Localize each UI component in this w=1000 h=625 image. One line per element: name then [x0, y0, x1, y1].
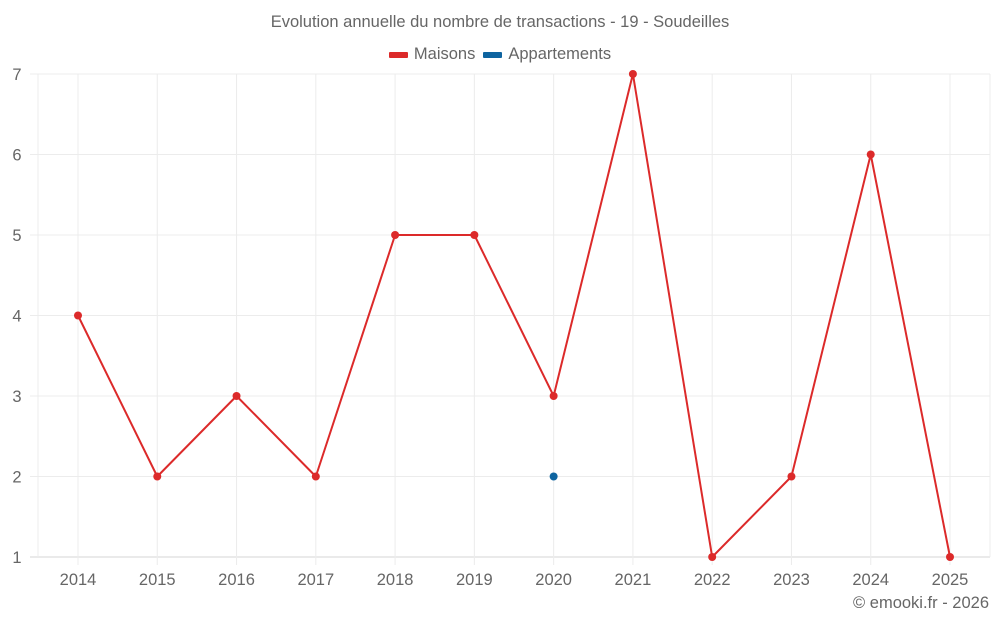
y-tick-label: 6 [12, 147, 21, 165]
x-tick-label: 2023 [773, 571, 810, 589]
data-point-maisons [74, 311, 82, 320]
y-tick-label: 4 [12, 308, 21, 326]
x-tick-label: 2024 [852, 571, 889, 589]
y-tick-label: 5 [12, 227, 21, 245]
x-tick-label: 2025 [932, 571, 969, 589]
data-point-maisons [470, 231, 479, 239]
legend-swatch-maisons [388, 51, 408, 58]
y-tick-label: 2 [12, 469, 21, 487]
legend-swatch-appartements [483, 51, 503, 58]
series-line-maisons [77, 73, 951, 558]
data-point-maisons [628, 70, 637, 78]
chart-legend: Maisons Appartements [0, 45, 1000, 64]
data-point-maisons [708, 553, 717, 561]
data-point-appartements [549, 472, 558, 481]
x-tick-label: 2015 [139, 571, 176, 589]
y-tick-label: 1 [12, 549, 21, 567]
legend-label-maisons: Maisons [413, 45, 476, 63]
data-point-maisons [787, 472, 796, 481]
x-tick-label: 2019 [456, 571, 493, 589]
legend-item-appartements[interactable]: Appartements [483, 45, 611, 64]
x-tick-label: 2020 [535, 571, 572, 589]
x-tick-label: 2021 [615, 571, 652, 589]
credit-text: © emooki.fr - 2026 [853, 594, 989, 612]
data-point-maisons [391, 231, 400, 239]
data-point-maisons [549, 392, 558, 400]
data-point-maisons [866, 150, 875, 159]
x-tick-label: 2022 [694, 571, 731, 589]
x-tick-label: 2014 [60, 571, 97, 589]
legend-item-maisons[interactable]: Maisons [388, 45, 476, 64]
chart-title: Evolution annuelle du nombre de transact… [270, 13, 730, 31]
y-tick-label: 3 [12, 388, 21, 406]
data-point-maisons [153, 472, 162, 481]
x-tick-label: 2017 [297, 571, 334, 589]
x-tick-label: 2018 [377, 571, 414, 589]
legend-label-appartements: Appartements [508, 45, 612, 63]
data-point-maisons [946, 553, 954, 561]
data-point-maisons [311, 472, 320, 481]
x-tick-label: 2016 [218, 571, 255, 589]
y-tick-label: 7 [12, 66, 21, 84]
data-point-maisons [232, 392, 241, 400]
